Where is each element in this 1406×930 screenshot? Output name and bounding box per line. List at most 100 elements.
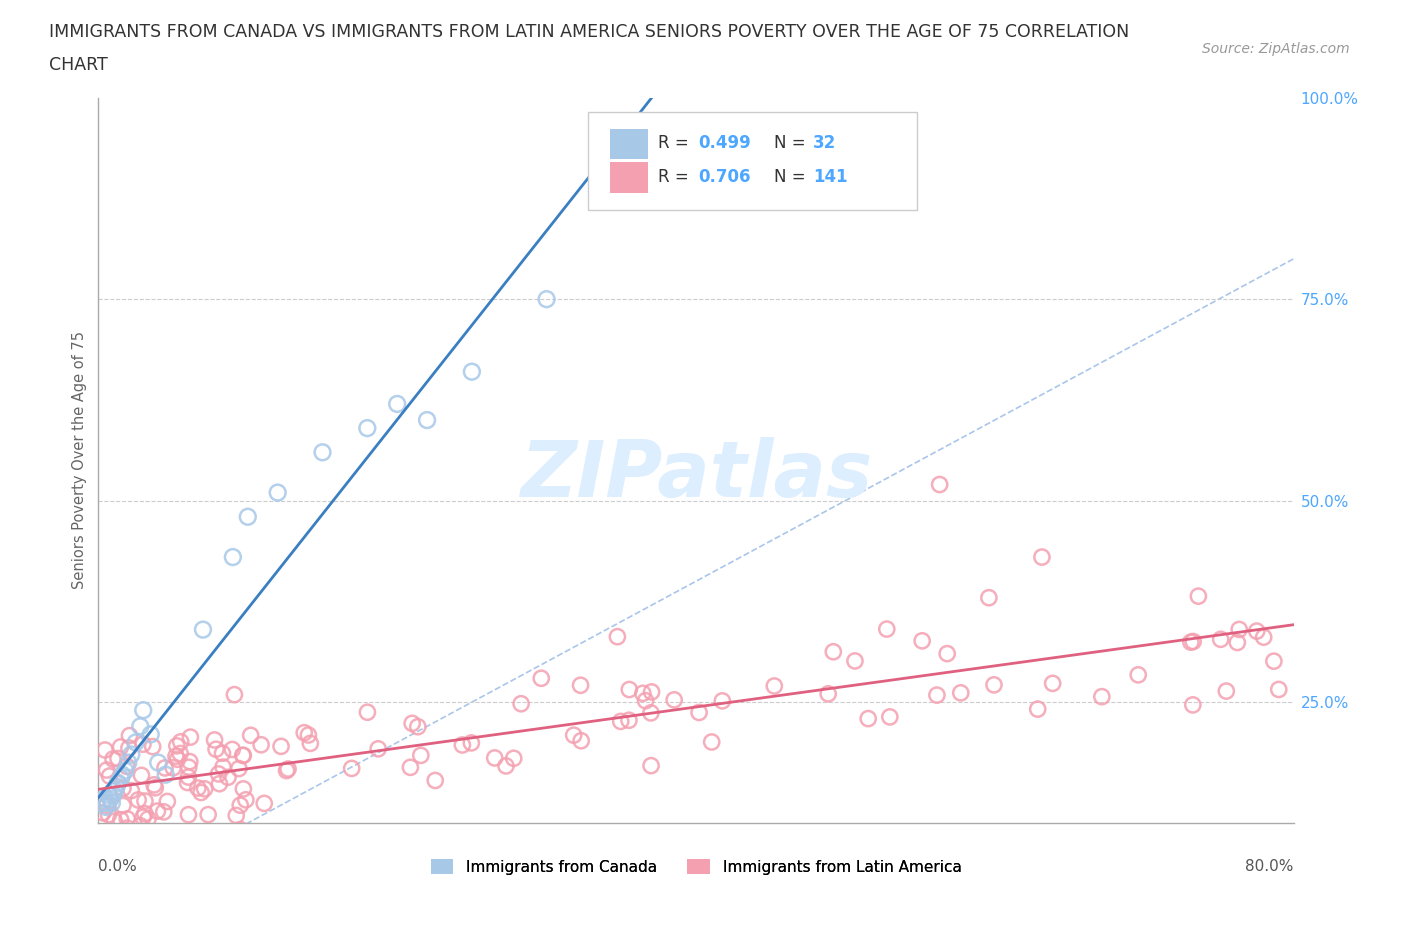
Point [949, 685, 972, 700]
Point [177, 807, 200, 822]
Point [177, 770, 200, 785]
Point [510, 697, 533, 711]
Point [619, 682, 641, 697]
Point [179, 754, 201, 769]
Point [224, 687, 246, 702]
Point [276, 764, 298, 778]
Point [236, 510, 259, 525]
Point [292, 725, 315, 740]
Point [495, 759, 517, 774]
Point [267, 485, 290, 500]
Point [194, 781, 217, 796]
Text: 32: 32 [813, 134, 837, 153]
Point [103, 814, 125, 829]
Point [235, 792, 257, 807]
Point [98, 791, 122, 806]
Point [153, 761, 176, 776]
Point [221, 742, 243, 757]
Text: ZIPatlas: ZIPatlas [520, 437, 872, 512]
FancyBboxPatch shape [610, 129, 648, 159]
Legend: Immigrants from Canada, Immigrants from Latin America: Immigrants from Canada, Immigrants from … [425, 853, 967, 881]
Point [104, 783, 127, 798]
Point [232, 781, 254, 796]
Point [1180, 635, 1202, 650]
Text: IMMIGRANTS FROM CANADA VS IMMIGRANTS FROM LATIN AMERICA SENIORS POVERTY OVER THE: IMMIGRANTS FROM CANADA VS IMMIGRANTS FRO… [49, 23, 1129, 41]
Point [1268, 682, 1291, 697]
Point [340, 761, 363, 776]
Text: R =: R = [658, 134, 693, 153]
Point [139, 727, 162, 742]
Point [162, 761, 184, 776]
Point [155, 767, 177, 782]
Point [1253, 630, 1275, 644]
Point [1226, 635, 1249, 650]
Point [617, 712, 640, 727]
FancyBboxPatch shape [610, 162, 648, 193]
Point [105, 779, 128, 794]
Point [107, 776, 129, 790]
Point [111, 781, 134, 796]
Point [107, 751, 129, 766]
Point [425, 773, 447, 788]
Point [399, 760, 422, 775]
Point [229, 798, 252, 813]
Point [229, 822, 252, 837]
Point [823, 644, 845, 659]
Point [1042, 676, 1064, 691]
Point [763, 679, 786, 694]
Point [1181, 698, 1204, 712]
Point [662, 693, 685, 708]
Point [1227, 622, 1250, 637]
Point [132, 810, 155, 825]
Point [606, 630, 628, 644]
Point [120, 783, 142, 798]
Point [688, 705, 710, 720]
Point [176, 775, 198, 790]
Text: 0.499: 0.499 [699, 134, 751, 153]
Text: 141: 141 [813, 167, 848, 186]
Point [110, 771, 132, 786]
Point [250, 737, 273, 752]
Point [114, 764, 136, 778]
Point [98, 768, 121, 783]
Point [1246, 624, 1268, 639]
Point [91, 795, 114, 810]
Point [356, 705, 378, 720]
Point [228, 761, 250, 776]
Point [143, 780, 166, 795]
Point [134, 806, 156, 821]
Point [711, 694, 734, 709]
Point [111, 767, 134, 782]
Point [148, 755, 170, 770]
Point [876, 621, 898, 636]
Point [502, 751, 524, 765]
Point [100, 824, 122, 839]
Point [911, 633, 934, 648]
Point [239, 728, 262, 743]
Point [115, 820, 138, 835]
Point [640, 684, 662, 699]
Point [858, 711, 880, 726]
Point [640, 706, 662, 721]
Point [205, 742, 228, 757]
Point [1091, 689, 1114, 704]
Point [125, 735, 148, 750]
Point [208, 777, 231, 791]
Point [96, 798, 118, 813]
Point [134, 793, 156, 808]
Point [135, 824, 157, 839]
Point [101, 795, 124, 810]
Point [1215, 684, 1237, 698]
Point [925, 687, 948, 702]
Point [640, 758, 662, 773]
Text: N =: N = [773, 134, 810, 153]
Point [461, 365, 484, 379]
Point [232, 748, 254, 763]
Point [204, 733, 226, 748]
Point [96, 763, 118, 777]
Point [270, 739, 292, 754]
Text: 0.0%: 0.0% [98, 859, 138, 874]
Point [142, 739, 165, 754]
Point [136, 812, 159, 827]
Text: Source: ZipAtlas.com: Source: ZipAtlas.com [1202, 42, 1350, 56]
